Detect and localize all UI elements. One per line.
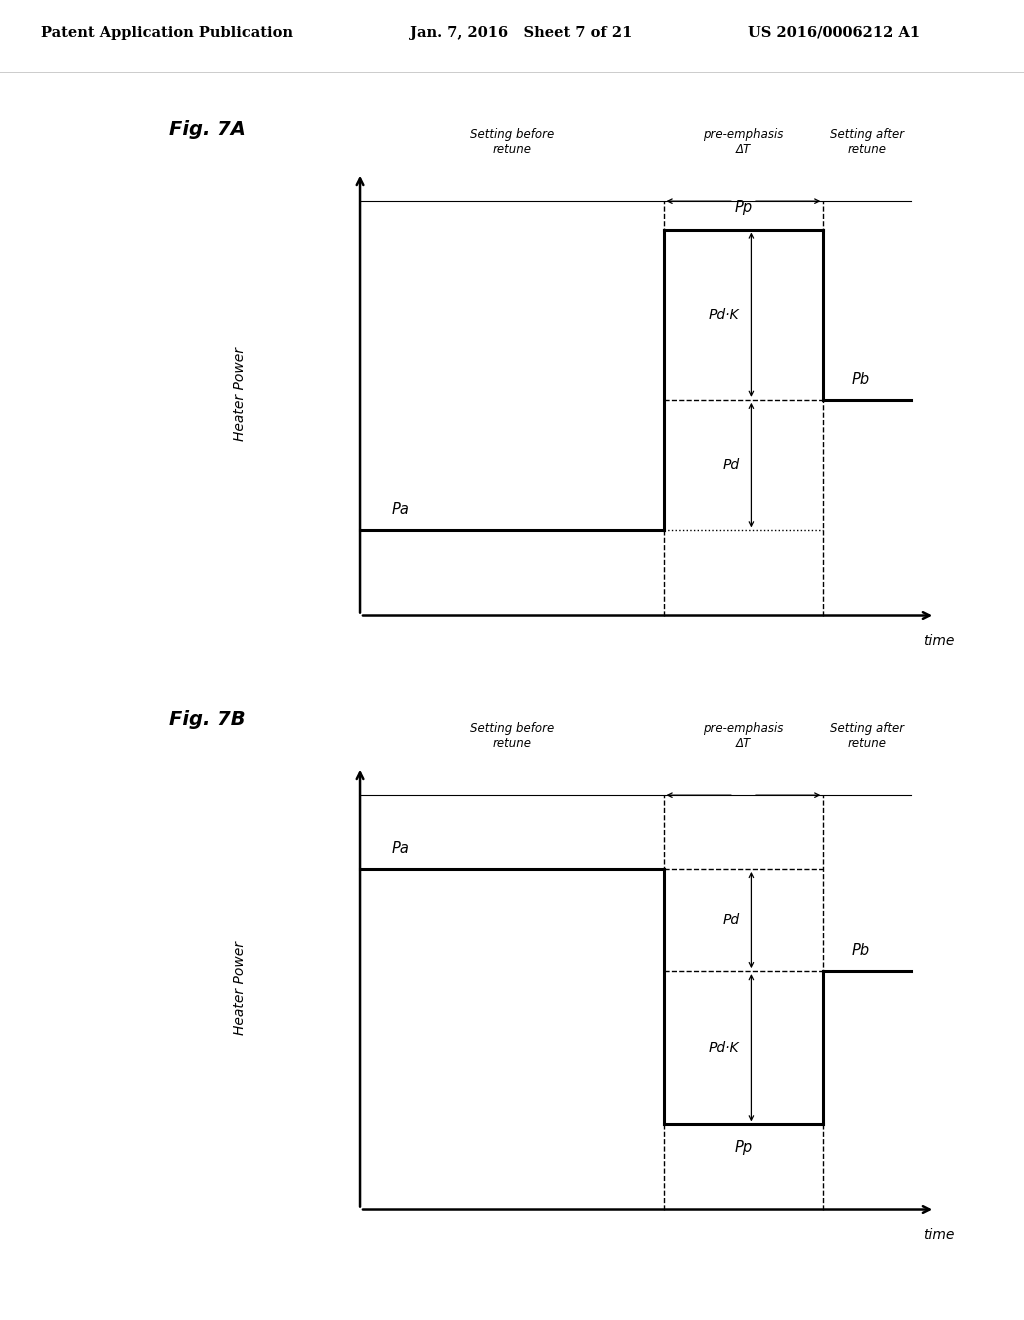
Text: Pd·K: Pd·K [709, 1040, 739, 1055]
Text: Heater Power: Heater Power [233, 347, 247, 441]
Text: Pp: Pp [734, 1140, 753, 1155]
Text: Setting before
retune: Setting before retune [470, 128, 554, 156]
Text: Pd: Pd [722, 458, 739, 473]
Text: Pa: Pa [392, 841, 410, 857]
Text: Pa: Pa [392, 503, 410, 517]
Text: US 2016/0006212 A1: US 2016/0006212 A1 [748, 25, 920, 40]
Text: time: time [924, 634, 954, 648]
Text: Pb: Pb [851, 372, 869, 387]
Text: Heater Power: Heater Power [233, 941, 247, 1035]
Text: Fig. 7B: Fig. 7B [169, 710, 246, 729]
Text: Setting after
retune: Setting after retune [830, 128, 904, 156]
Text: pre-emphasis
ΔT: pre-emphasis ΔT [703, 722, 783, 750]
Text: Patent Application Publication: Patent Application Publication [41, 25, 293, 40]
Text: Fig. 7A: Fig. 7A [169, 120, 246, 139]
Text: Setting after
retune: Setting after retune [830, 722, 904, 750]
Text: Pp: Pp [734, 201, 753, 215]
Text: Setting before
retune: Setting before retune [470, 722, 554, 750]
Text: Jan. 7, 2016   Sheet 7 of 21: Jan. 7, 2016 Sheet 7 of 21 [410, 25, 632, 40]
Text: pre-emphasis
ΔT: pre-emphasis ΔT [703, 128, 783, 156]
Text: time: time [924, 1228, 954, 1242]
Text: Pd: Pd [722, 913, 739, 927]
Text: Pb: Pb [851, 944, 869, 958]
Text: Pd·K: Pd·K [709, 308, 739, 322]
